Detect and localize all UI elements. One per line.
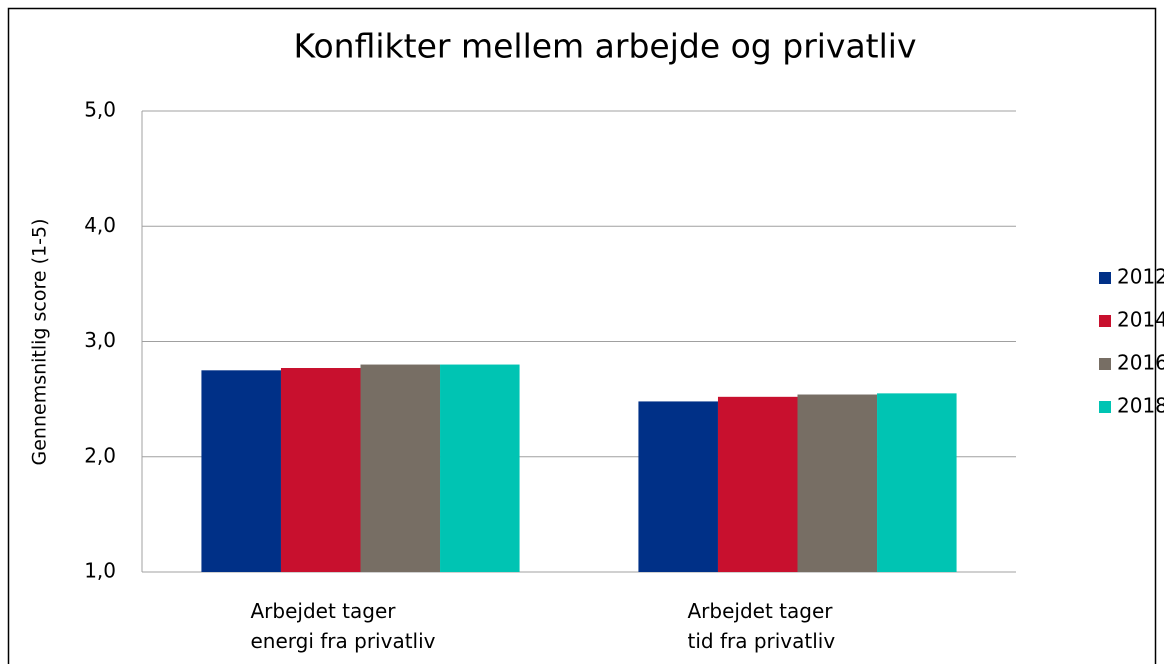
legend-swatch — [1099, 358, 1111, 370]
x-tick-label-line: Arbejdet tager — [688, 599, 834, 623]
bar — [638, 401, 718, 572]
y-tick-label: 1,0 — [84, 559, 116, 583]
x-tick-label-line: energi fra privatliv — [251, 629, 436, 653]
chart-frame — [7, 7, 1157, 664]
bar — [201, 370, 281, 572]
legend-label: 2018 — [1117, 394, 1164, 418]
chart-title: Konflikter mellem arbejde og privatliv — [293, 27, 916, 66]
legend-swatch — [1099, 315, 1111, 327]
x-tick-label: Arbejdet tager tid fra privatliv — [688, 599, 836, 653]
y-tick-label: 3,0 — [84, 328, 116, 352]
legend-label: 2016 — [1117, 351, 1164, 375]
legend-label: 2012 — [1117, 265, 1164, 289]
x-tick-label-line: Arbejdet tager — [251, 599, 397, 623]
legend-swatch — [1099, 272, 1111, 284]
bar — [280, 368, 361, 572]
bar — [440, 364, 520, 572]
y-axis-label: Gennemsnitlig score (1-5) — [29, 219, 51, 466]
y-tick-label: 5,0 — [84, 98, 116, 122]
bar — [877, 393, 957, 572]
bar — [797, 394, 878, 572]
bar — [360, 364, 441, 572]
y-tick-label: 2,0 — [84, 443, 116, 467]
x-tick-label: Arbejdet tager energi fra privatliv — [251, 599, 436, 653]
y-tick-label: 4,0 — [84, 213, 116, 237]
bar — [717, 396, 798, 572]
legend-label: 2014 — [1117, 308, 1164, 332]
legend-swatch — [1099, 401, 1111, 413]
x-tick-label-line: tid fra privatliv — [688, 629, 836, 653]
